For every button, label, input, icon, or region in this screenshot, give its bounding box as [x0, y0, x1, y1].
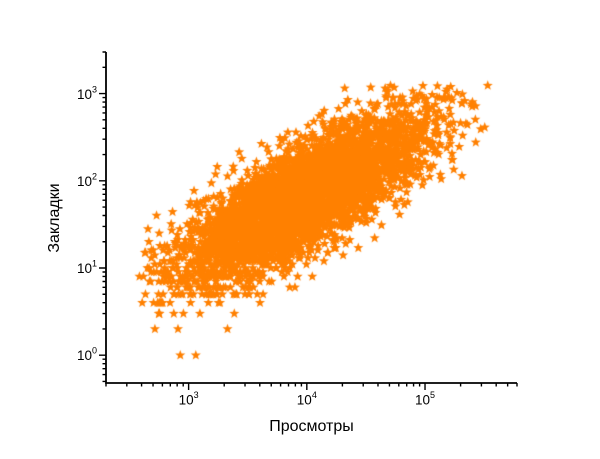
- x-tick-label: 103: [178, 390, 199, 408]
- x-axis-label: Просмотры: [269, 418, 354, 435]
- x-tick-label: 105: [414, 390, 436, 408]
- y-tick-label: 101: [76, 258, 97, 276]
- y-axis-label: Закладки: [46, 182, 63, 253]
- y-tick-label: 100: [76, 345, 97, 364]
- y-tick-label: 103: [76, 84, 97, 102]
- y-tick-label: 102: [76, 171, 97, 189]
- x-tick-label: 104: [296, 390, 317, 408]
